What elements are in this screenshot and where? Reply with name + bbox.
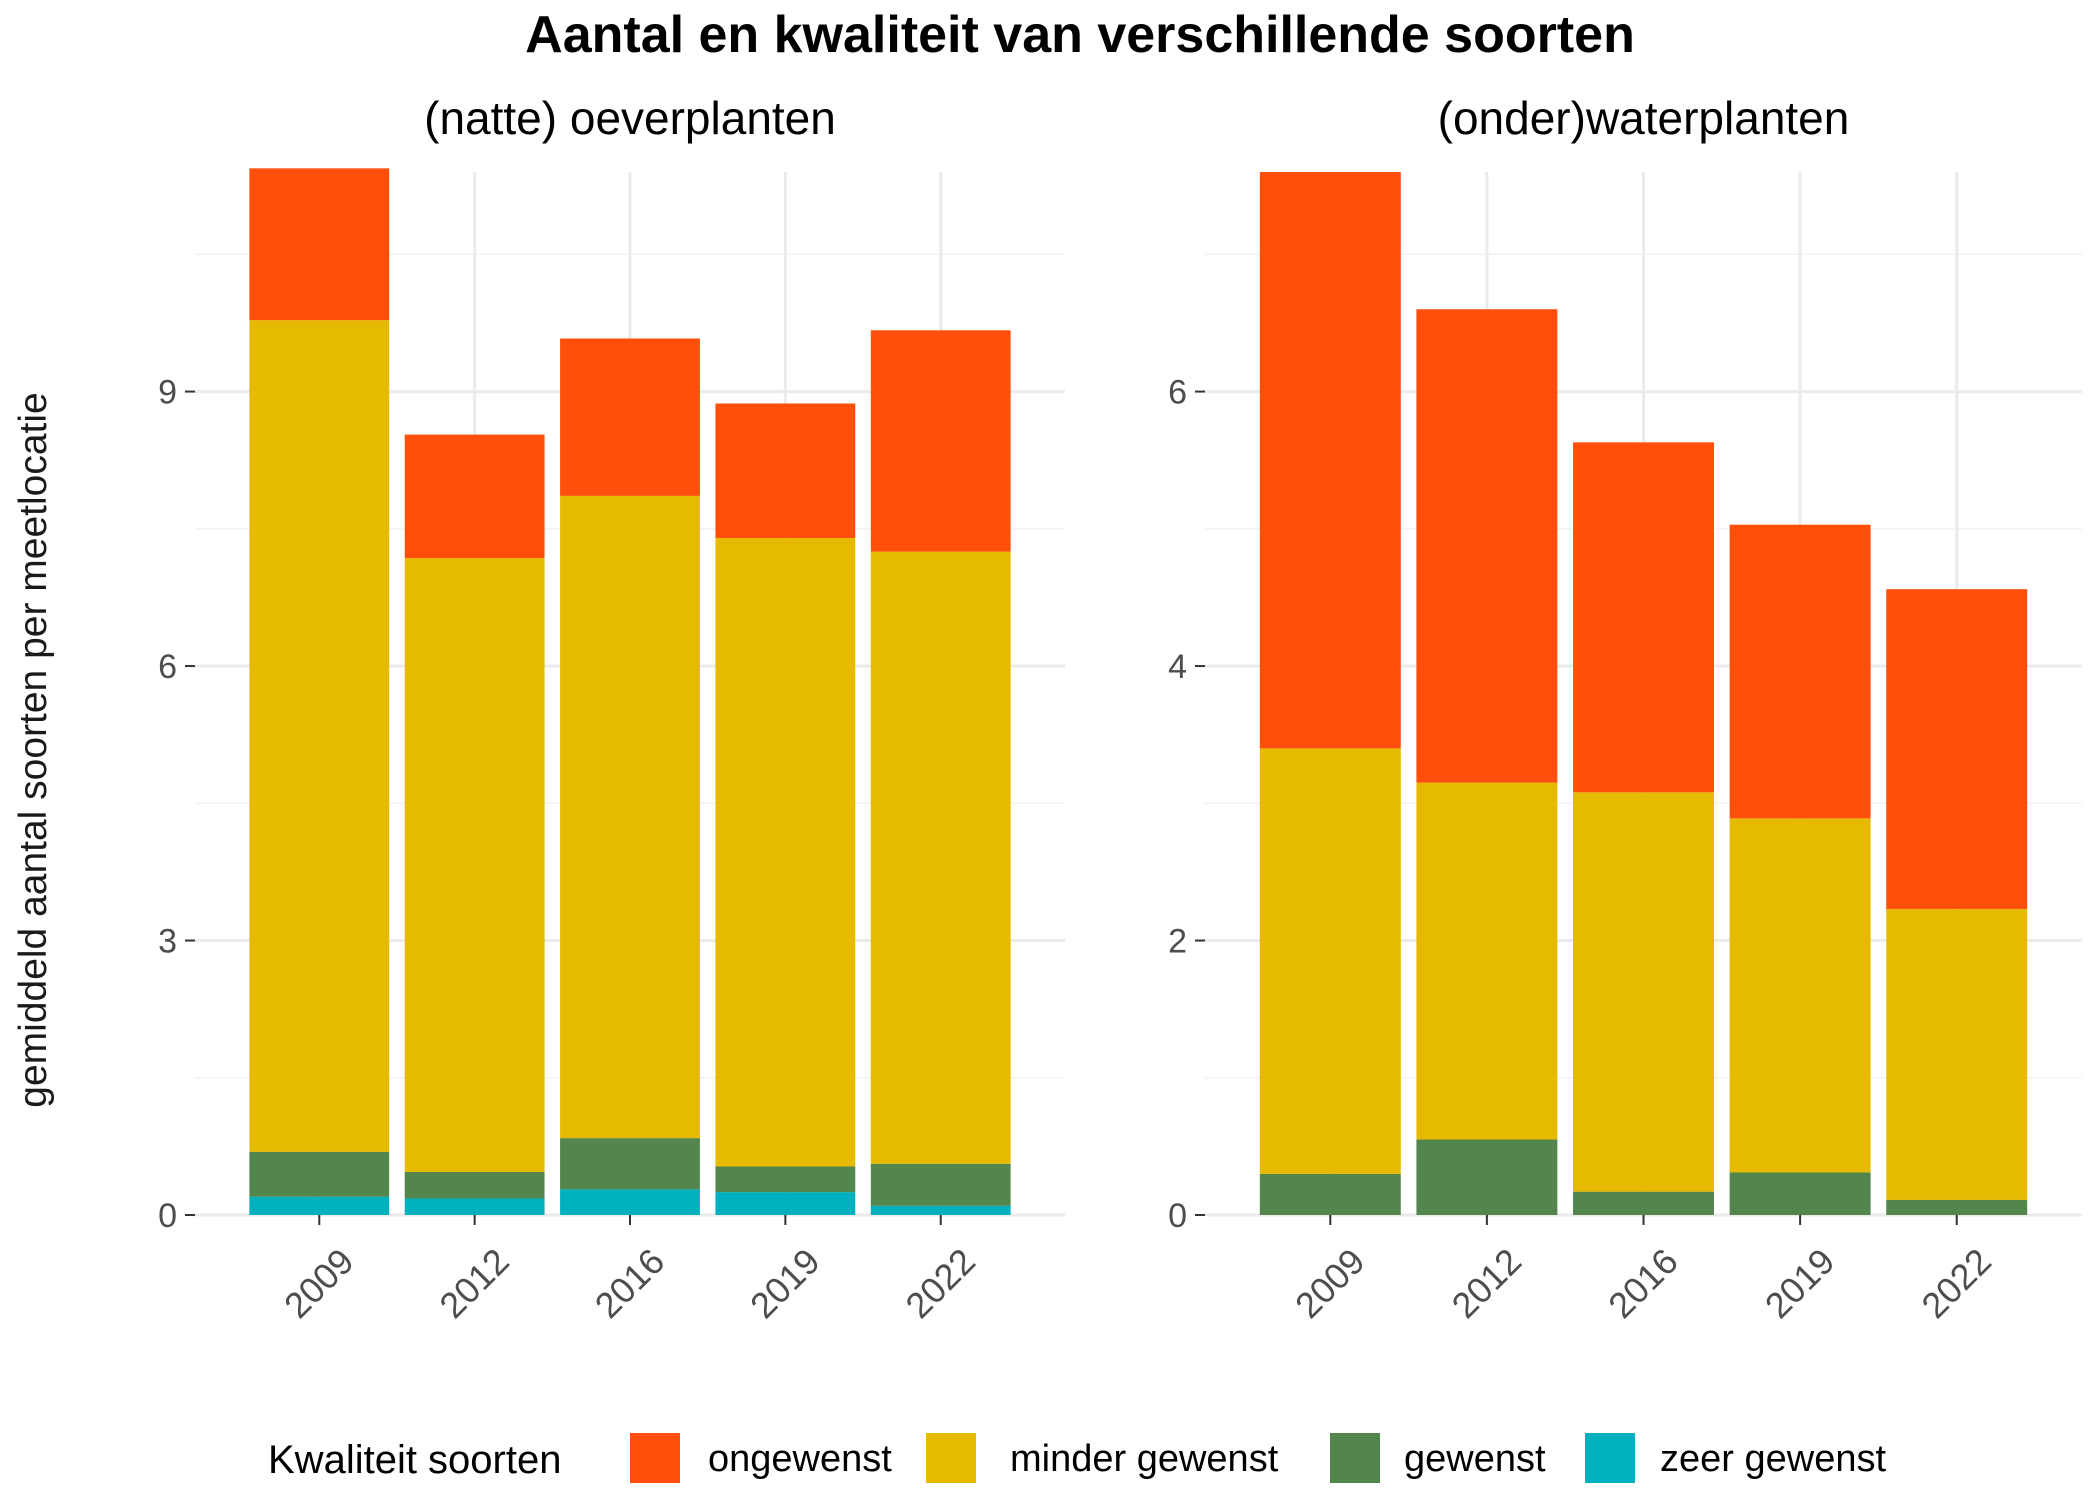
bar-ongewenst-2009 [1259, 172, 1401, 749]
bar-ongewenst-2022 [1886, 589, 2028, 909]
legend-item-gewenst: gewenst [1330, 1433, 1546, 1483]
bar-minder-gewenst-2012 [1416, 782, 1558, 1140]
legend-title: Kwaliteit soorten [268, 1438, 561, 1482]
bar-zeer-gewenst-2009 [249, 1196, 390, 1215]
bar-minder-gewenst-2012 [404, 558, 545, 1172]
chart-title: Aantal en kwaliteit van verschillende so… [525, 6, 1635, 64]
bar-ongewenst-2016 [560, 338, 700, 496]
bar-gewenst-2009 [249, 1151, 390, 1197]
legend: Kwaliteit soorten ongewenst minder gewens… [268, 1433, 1886, 1483]
bar-gewenst-2022 [1886, 1199, 2028, 1215]
bar-ongewenst-2016 [1573, 442, 1714, 793]
y-tick-label: 3 [158, 923, 177, 961]
y-tick-label: 4 [1168, 648, 1187, 686]
bar-minder-gewenst-2009 [1259, 748, 1401, 1174]
bar-zeer-gewenst-2019 [715, 1192, 856, 1215]
x-tick-label: 2012 [1444, 1240, 1530, 1326]
bar-zeer-gewenst-2022 [870, 1205, 1011, 1215]
y-axis-label: gemiddeld aantal soorten per meetlocatie [12, 392, 55, 1107]
bar-zeer-gewenst-2016 [560, 1189, 700, 1215]
panels: 0 3 6 9 2009 2012 2016 2019 2022 (natte) oeverpla… [158, 92, 2082, 1326]
legend-label: zeer gewenst [1660, 1438, 1886, 1480]
legend-key [1585, 1433, 1635, 1483]
legend-label: minder gewenst [1010, 1438, 1279, 1480]
bar-ongewenst-2009 [249, 168, 390, 321]
bar-minder-gewenst-2019 [715, 537, 856, 1167]
bar-zeer-gewenst-2012 [404, 1198, 545, 1215]
y-tick-label: 0 [158, 1197, 177, 1235]
x-tick-label: 2012 [431, 1240, 517, 1326]
x-tick-label: 2016 [587, 1240, 673, 1326]
legend-item-minder-gewenst: minder gewenst [926, 1433, 1279, 1483]
panel-subtitle: (natte) oeverplanten [424, 92, 836, 144]
bar-gewenst-2022 [870, 1163, 1011, 1206]
bar-ongewenst-2012 [1416, 309, 1558, 783]
bar-gewenst-2012 [404, 1171, 545, 1199]
legend-key [926, 1433, 976, 1483]
x-tick-label: 2019 [742, 1240, 828, 1326]
legend-item-ongewenst: ongewenst [630, 1433, 892, 1483]
legend-label: gewenst [1404, 1438, 1546, 1480]
bar-ongewenst-2019 [1729, 524, 1871, 819]
bar-ongewenst-2019 [715, 403, 856, 538]
bar-minder-gewenst-2019 [1729, 818, 1871, 1173]
bar-minder-gewenst-2009 [249, 320, 390, 1152]
bar-minder-gewenst-2022 [870, 551, 1011, 1164]
bar-gewenst-2012 [1416, 1139, 1558, 1215]
bar-minder-gewenst-2016 [1573, 792, 1714, 1192]
bar-gewenst-2016 [1573, 1191, 1714, 1215]
x-tick-label: 2022 [897, 1240, 983, 1326]
x-tick-label: 2009 [276, 1240, 362, 1326]
y-tick-label: 6 [1168, 374, 1187, 412]
x-tick-label: 2022 [1913, 1240, 1999, 1326]
bar-ongewenst-2022 [870, 330, 1011, 552]
legend-label: ongewenst [708, 1438, 892, 1480]
bar-ongewenst-2012 [404, 434, 545, 559]
y-tick-label: 9 [158, 374, 177, 412]
panel-1: 0 3 6 9 2009 2012 2016 2019 2022 (natte) oeverpla… [158, 92, 1065, 1326]
panel-2: 0 2 4 6 2009 2012 2016 2019 2022 (onder)waterplan… [1168, 92, 2082, 1326]
legend-item-zeer-gewenst: zeer gewenst [1585, 1433, 1886, 1483]
legend-key [630, 1433, 680, 1483]
bar-gewenst-2016 [560, 1138, 700, 1190]
bar-minder-gewenst-2022 [1886, 908, 2028, 1200]
x-tick-label: 2019 [1757, 1240, 1843, 1326]
y-tick-label: 2 [1168, 923, 1187, 961]
bar-gewenst-2019 [715, 1166, 856, 1193]
legend-key [1330, 1433, 1380, 1483]
x-tick-label: 2016 [1600, 1240, 1686, 1326]
bar-gewenst-2009 [1259, 1173, 1401, 1215]
y-tick-label: 6 [158, 648, 177, 686]
panel-subtitle: (onder)waterplanten [1438, 92, 1850, 144]
y-tick-label: 0 [1168, 1197, 1187, 1235]
bar-minder-gewenst-2016 [560, 495, 700, 1139]
x-tick-label: 2009 [1287, 1240, 1373, 1326]
bar-gewenst-2019 [1729, 1172, 1871, 1215]
